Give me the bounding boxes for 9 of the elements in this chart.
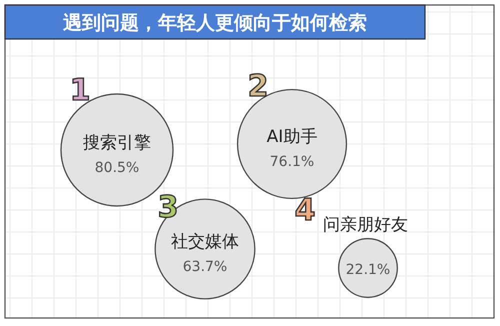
data-label: 22.1% bbox=[346, 262, 390, 278]
data-label: 76.1% bbox=[270, 154, 314, 170]
data-label: 63.7% bbox=[182, 259, 228, 275]
category-label: AI助手 bbox=[266, 127, 318, 147]
category-label: 问亲朋好友 bbox=[323, 215, 408, 235]
title: 遇到问题，年轻人更倾向于如何检索 bbox=[4, 4, 426, 40]
category-label: 搜索引擎 bbox=[83, 133, 151, 153]
data-label: 80.5% bbox=[94, 160, 140, 176]
category-label: 社交媒体 bbox=[171, 232, 239, 252]
